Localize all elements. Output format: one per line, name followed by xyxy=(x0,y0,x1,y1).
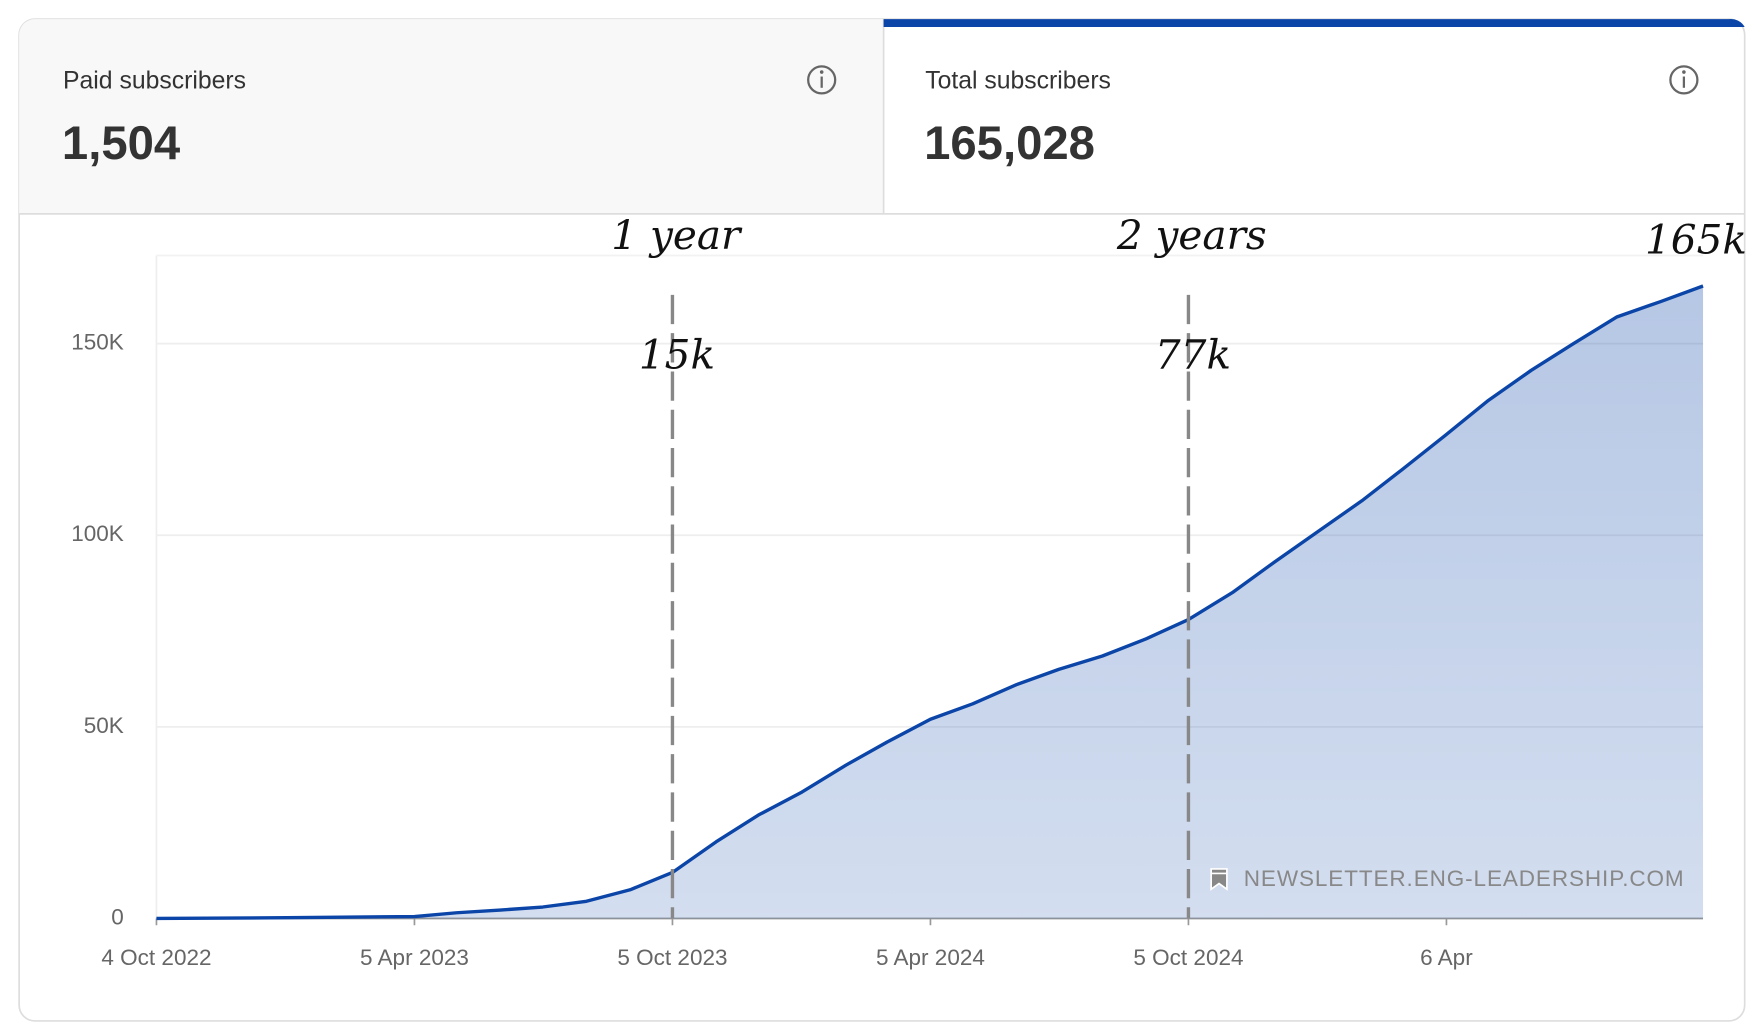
info-icon[interactable] xyxy=(1669,65,1699,95)
annotation-label: 2 years xyxy=(1116,211,1267,259)
area xyxy=(156,286,1704,919)
annotation-value: 77k xyxy=(1155,330,1231,378)
y-tick-label: 150K xyxy=(71,330,124,355)
x-tick-label: 6 Apr xyxy=(1420,945,1473,970)
tile-label: Total subscribers xyxy=(925,68,1111,95)
tile-bg[interactable] xyxy=(19,19,884,214)
annotation-label: 1 year xyxy=(611,211,743,259)
tile-value: 165,028 xyxy=(924,117,1095,170)
x-tick-label: 4 Oct 2022 xyxy=(101,945,211,970)
end-label: 165k xyxy=(1645,216,1747,264)
annotation-value: 15k xyxy=(639,330,715,378)
x-tick-label: 5 Oct 2023 xyxy=(617,945,727,970)
active-tab-bar xyxy=(883,19,1745,28)
watermark: NEWSLETTER.ENG-LEADERSHIP.COM xyxy=(1244,866,1685,891)
chart: 0 50K 100K 150K 4 Oct 2022 5 Apr 2023 5 Oct 20… xyxy=(71,211,1747,970)
y-tick-label: 0 xyxy=(111,904,124,929)
watermark-icon xyxy=(1210,868,1228,891)
tile-value: 1,504 xyxy=(62,117,181,170)
tile-label: Paid subscribers xyxy=(63,68,246,95)
info-icon-dot xyxy=(1682,70,1686,74)
info-icon-dot xyxy=(819,70,824,74)
info-icon[interactable] xyxy=(807,65,837,95)
y-tick-label: 100K xyxy=(71,521,124,546)
x-tick-label: 5 Apr 2024 xyxy=(876,945,985,970)
y-tick-label: 50K xyxy=(84,713,124,738)
line xyxy=(156,284,1704,921)
x-tick-label: 5 Apr 2023 xyxy=(360,945,469,970)
x-tick-label: 5 Oct 2024 xyxy=(1133,945,1243,970)
